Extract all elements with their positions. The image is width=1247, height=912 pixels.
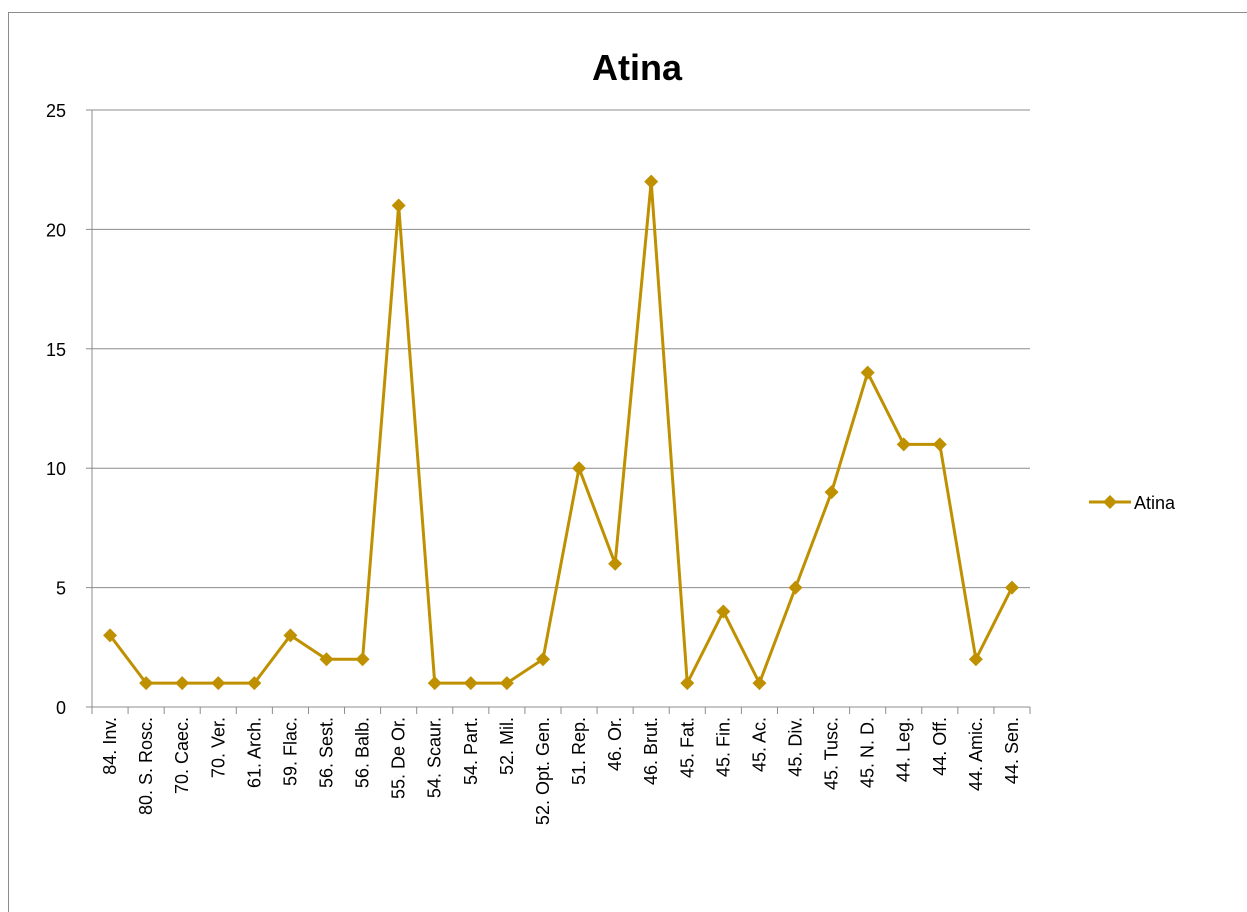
data-point: [680, 676, 695, 691]
x-tick-label: 45. N. D.: [858, 717, 878, 788]
x-tick-label: 51. Rep.: [569, 717, 589, 785]
data-point: [283, 628, 298, 643]
data-point: [716, 604, 731, 619]
x-tick-label: 44. Off.: [930, 717, 950, 776]
data-point: [824, 485, 839, 500]
data-point: [247, 676, 262, 691]
x-tick-label: 45. Div.: [786, 717, 806, 777]
data-point: [427, 676, 442, 691]
data-point: [319, 652, 334, 667]
data-point: [644, 174, 659, 189]
x-tick-label: 45. Fin.: [713, 717, 733, 777]
x-tick-label: 70. Ver.: [208, 717, 228, 778]
x-tick-label: 54. Scaur.: [425, 717, 445, 798]
legend: Atina: [1089, 493, 1176, 513]
x-tick-label: 56. Sest.: [317, 717, 337, 788]
data-point: [463, 676, 478, 691]
x-tick-label: 84. Inv.: [100, 717, 120, 775]
data-point: [968, 652, 983, 667]
x-axis-tick-labels: 84. Inv. 80. S. Rosc. 70. Caec. 70. Ver. 61.…: [100, 717, 1022, 825]
data-point: [896, 437, 911, 452]
data-point: [752, 676, 767, 691]
x-tick-label: 45. Tusc.: [822, 717, 842, 790]
x-tick-label: 44. Sen.: [1002, 717, 1022, 784]
x-tick-label: 61. Arch.: [244, 717, 264, 788]
data-point: [103, 628, 118, 643]
gridlines: [92, 109, 1030, 589]
data-point: [572, 461, 587, 476]
legend-label-atina: Atina: [1134, 493, 1176, 513]
x-tick-label: 52. Mil.: [497, 717, 517, 775]
data-point: [391, 198, 406, 213]
x-tick-label: 45. Fat.: [677, 717, 697, 778]
x-tick-label: 52. Opt. Gen.: [533, 717, 553, 825]
data-point: [175, 676, 190, 691]
data-point: [788, 580, 803, 595]
y-tick-label: 5: [56, 579, 66, 599]
y-tick-label: 10: [46, 459, 66, 479]
chart-title: Atina: [592, 47, 683, 88]
x-tick-label: 56. Balb.: [353, 717, 373, 788]
x-tick-label: 46. Or.: [605, 717, 625, 771]
data-point: [211, 676, 226, 691]
data-point: [535, 652, 550, 667]
x-tick-label: 45. Ac.: [749, 717, 769, 772]
axes: [86, 109, 1031, 714]
data-point: [499, 676, 514, 691]
x-tick-label: 80. S. Rosc.: [136, 717, 156, 815]
y-tick-label: 0: [56, 698, 66, 718]
series-line-atina: [108, 180, 1014, 685]
series-atina: [103, 174, 1019, 691]
x-tick-label: 44. Leg.: [894, 717, 914, 782]
x-tick-label: 59. Flac.: [280, 717, 300, 786]
legend-marker-atina: [1103, 495, 1117, 509]
x-tick-label: 55. De Or.: [389, 717, 409, 799]
x-tick-label: 44. Amic.: [966, 717, 986, 791]
y-axis-tick-labels: 0 5 10 15 20 25: [46, 101, 66, 718]
x-tick-label: 70. Caec.: [172, 717, 192, 794]
x-tick-label: 54. Part.: [461, 717, 481, 785]
y-tick-label: 25: [46, 101, 66, 121]
chart-area: [8, 12, 1247, 912]
data-point: [932, 437, 947, 452]
data-point: [1004, 580, 1019, 595]
y-tick-label: 15: [46, 340, 66, 360]
data-point: [139, 676, 154, 691]
data-point: [355, 652, 370, 667]
x-tick-label: 46. Brut.: [641, 717, 661, 785]
data-point: [860, 365, 875, 380]
y-tick-label: 20: [46, 220, 66, 240]
data-point: [608, 556, 623, 571]
